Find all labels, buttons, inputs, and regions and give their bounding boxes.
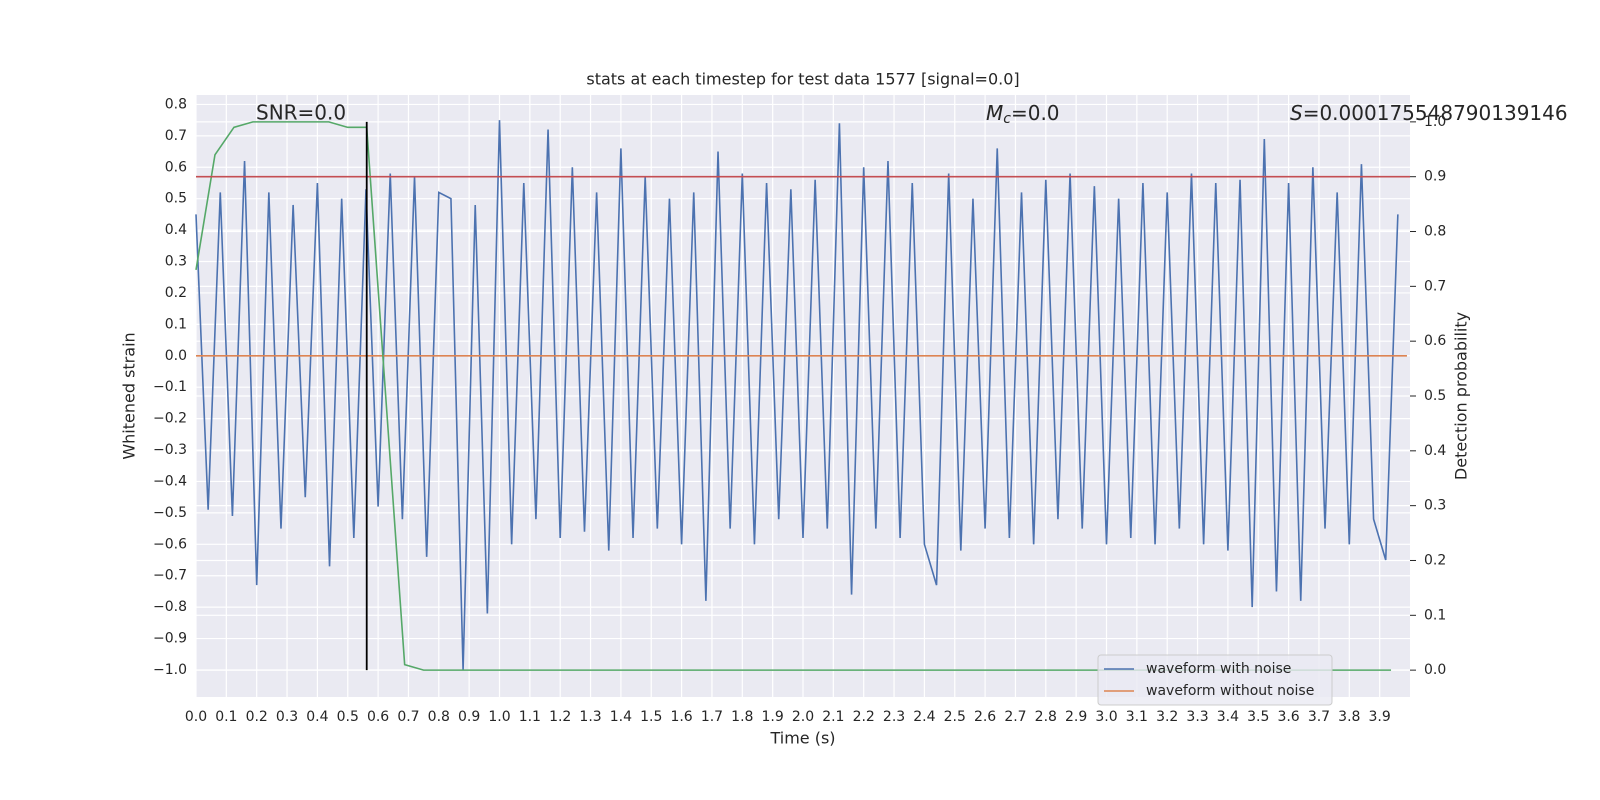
mc-text: =0.0 — [1011, 101, 1060, 125]
x-tick-label: 2.4 — [913, 709, 935, 725]
x-tick-label: 1.8 — [731, 709, 753, 725]
y-tick-label: 0.6 — [165, 159, 187, 175]
x-tick-label: 3.5 — [1247, 709, 1269, 725]
y2-tick-label: 1.0 — [1424, 114, 1446, 130]
x-tick-label: 3.6 — [1277, 709, 1299, 725]
x-tick-label: 0.8 — [428, 709, 450, 725]
x-tick-label: 0.2 — [246, 709, 268, 725]
y-tick-label: −1.0 — [153, 662, 187, 678]
y-tick-label: −0.3 — [153, 442, 187, 458]
y-tick-label: 0.2 — [165, 285, 187, 301]
x-tick-label: 2.6 — [974, 709, 996, 725]
x-tick-label: 0.1 — [215, 709, 237, 725]
s-annotation: S=0.000175548790139146 — [1290, 101, 1568, 125]
x-tick-label: 1.7 — [701, 709, 723, 725]
y2-tick-label: 0.5 — [1424, 388, 1446, 404]
x-tick-label: 1.2 — [549, 709, 571, 725]
x-tick-label: 3.7 — [1308, 709, 1330, 725]
x-tick-label: 2.5 — [944, 709, 966, 725]
snr-annotation: SNR=0.0 — [256, 101, 346, 125]
y-tick-label: 0.8 — [165, 96, 187, 112]
series-line — [195, 121, 1392, 671]
y2-tick-label: 0.2 — [1424, 552, 1446, 568]
x-axis-label: Time (s) — [769, 729, 835, 748]
x-tick-label: 1.1 — [519, 709, 541, 725]
y-tick-label: 0.3 — [165, 254, 187, 270]
legend-label: waveform without noise — [1146, 683, 1314, 699]
y2-tick-label: 0.9 — [1424, 169, 1446, 185]
x-tick-label: 0.0 — [185, 709, 207, 725]
x-tick-label: 2.2 — [853, 709, 875, 725]
x-tick-label: 3.2 — [1156, 709, 1178, 725]
x-tick-label: 2.3 — [883, 709, 905, 725]
mc-subscript: c — [1003, 111, 1011, 127]
x-tick-label: 1.9 — [762, 709, 784, 725]
x-tick-label: 0.4 — [306, 709, 328, 725]
y2-tick-label: 0.1 — [1424, 607, 1446, 623]
x-tick-label: 1.4 — [610, 709, 632, 725]
x-tick-label: 2.0 — [792, 709, 814, 725]
y-tick-label: −0.9 — [153, 631, 187, 647]
x-tick-label: 1.3 — [579, 709, 601, 725]
y-tick-label: −0.7 — [153, 568, 187, 584]
x-tick-label: 0.5 — [337, 709, 359, 725]
legend-label: waveform with noise — [1146, 661, 1291, 677]
s-text: =0.000175548790139146 — [1303, 101, 1568, 125]
mc-symbol: M — [986, 101, 1003, 125]
series-line — [195, 120, 1399, 671]
y-tick-label: −0.5 — [153, 505, 187, 521]
y2-tick-label: 0.7 — [1424, 278, 1446, 294]
x-tick-label: 0.9 — [458, 709, 480, 725]
x-tick-label: 3.9 — [1369, 709, 1391, 725]
y-tick-label: 0.1 — [165, 316, 187, 332]
y-tick-label: −0.2 — [153, 411, 187, 427]
x-tick-label: 3.3 — [1186, 709, 1208, 725]
y-tick-label: 0.5 — [165, 191, 187, 207]
y-tick-label: −0.4 — [153, 473, 187, 489]
legend-box — [1097, 654, 1333, 706]
y-tick-label: −0.6 — [153, 536, 187, 552]
y2-tick-label: 0.0 — [1424, 662, 1446, 678]
s-symbol: S — [1290, 101, 1303, 125]
x-tick-label: 1.5 — [640, 709, 662, 725]
y-tick-label: −0.8 — [153, 599, 187, 615]
x-tick-label: 0.6 — [367, 709, 389, 725]
x-tick-label: 2.9 — [1065, 709, 1087, 725]
x-tick-label: 0.7 — [397, 709, 419, 725]
x-tick-label: 3.0 — [1095, 709, 1117, 725]
y-tick-label: 0.7 — [165, 128, 187, 144]
x-tick-label: 2.8 — [1035, 709, 1057, 725]
y-tick-label: 0.4 — [165, 222, 187, 238]
mc-annotation: Mc=0.0 — [986, 101, 1060, 128]
x-tick-label: 1.0 — [488, 709, 510, 725]
x-tick-label: 0.3 — [276, 709, 298, 725]
x-tick-label: 3.1 — [1126, 709, 1148, 725]
y-axis-label: Whitened strain — [120, 332, 139, 459]
y-tick-label: 0.0 — [165, 348, 187, 364]
x-tick-label: 2.7 — [1004, 709, 1026, 725]
y2-tick-label: 0.8 — [1424, 224, 1446, 240]
y-tick-label: −0.1 — [153, 379, 187, 395]
y2-tick-label: 0.4 — [1424, 443, 1446, 459]
y2-tick-label: 0.3 — [1424, 498, 1446, 514]
x-tick-label: 2.1 — [822, 709, 844, 725]
x-tick-label: 3.8 — [1338, 709, 1360, 725]
y2-axis-label: Detection probability — [1452, 312, 1471, 480]
x-tick-label: 1.6 — [670, 709, 692, 725]
chart-title: stats at each timestep for test data 157… — [586, 70, 1019, 89]
x-tick-label: 3.4 — [1217, 709, 1239, 725]
y2-tick-label: 0.6 — [1424, 333, 1446, 349]
